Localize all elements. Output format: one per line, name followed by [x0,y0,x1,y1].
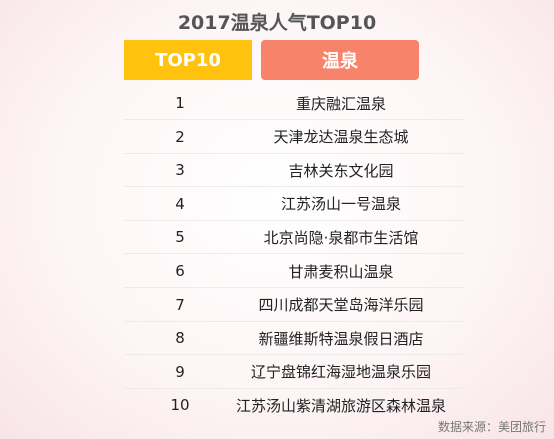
table-row: 7 四川成都天堂岛海洋乐园 [124,288,464,322]
row-divider [124,320,464,322]
rank-cell: 8 [175,329,185,348]
rank-cell: 4 [175,194,185,213]
header-rank: TOP10 [124,40,252,80]
rank-cell: 5 [175,228,185,247]
chart-title: 2017温泉人气TOP10 [177,12,377,34]
spring-name-cell: 吉林关东文化园 [288,161,394,180]
row-divider [124,387,464,389]
header-name: 温泉 [261,40,419,80]
table-row: 3 吉林关东文化园 [124,153,464,188]
spring-name-cell: 重庆融汇温泉 [295,94,386,113]
row-divider [124,219,464,221]
spring-name-cell: 辽宁盘锦红海湿地温泉乐园 [250,363,431,382]
rank-cell: 9 [175,362,185,381]
table-row: 4 江苏汤山一号温泉 [124,187,464,221]
table-row: 1 重庆融汇温泉 [124,86,464,120]
table-row: 8 新疆维斯特温泉假日酒店 [124,321,464,356]
source-note: 数据来源：美团旅行 [437,420,546,434]
rank-cell: 7 [175,295,185,314]
spring-name-cell: 江苏汤山紫清湖旅游区森林温泉 [235,396,446,415]
table-row: 5 北京尚隐·泉都市生活馆 [124,220,464,255]
row-divider [124,186,464,188]
rank-cell: 1 [175,94,185,112]
table-row: 6 甘肃麦积山温泉 [124,254,464,288]
row-divider [124,287,464,288]
rank-cell: 6 [175,262,185,280]
table-row: 9 辽宁盘锦红海湿地温泉乐园 [124,355,464,389]
spring-name-cell: 甘肃麦积山温泉 [288,262,394,281]
row-divider [124,354,464,356]
table-row: 10 江苏汤山紫清湖旅游区森林温泉 [124,388,464,422]
spring-name-cell: 四川成都天堂岛海洋乐园 [258,296,424,315]
row-divider [124,119,464,120]
rank-cell: 3 [175,161,185,180]
rank-cell: 2 [175,127,185,146]
row-divider [124,152,464,154]
table-row: 2 天津龙达温泉生态城 [124,120,464,154]
spring-name-cell: 江苏汤山一号温泉 [280,195,401,214]
spring-name-cell: 北京尚隐·泉都市生活馆 [263,228,419,247]
rank-cell: 10 [170,396,190,415]
row-divider [124,253,464,255]
spring-name-cell: 天津龙达温泉生态城 [273,128,409,147]
spring-name-cell: 新疆维斯特温泉假日酒店 [258,329,424,348]
